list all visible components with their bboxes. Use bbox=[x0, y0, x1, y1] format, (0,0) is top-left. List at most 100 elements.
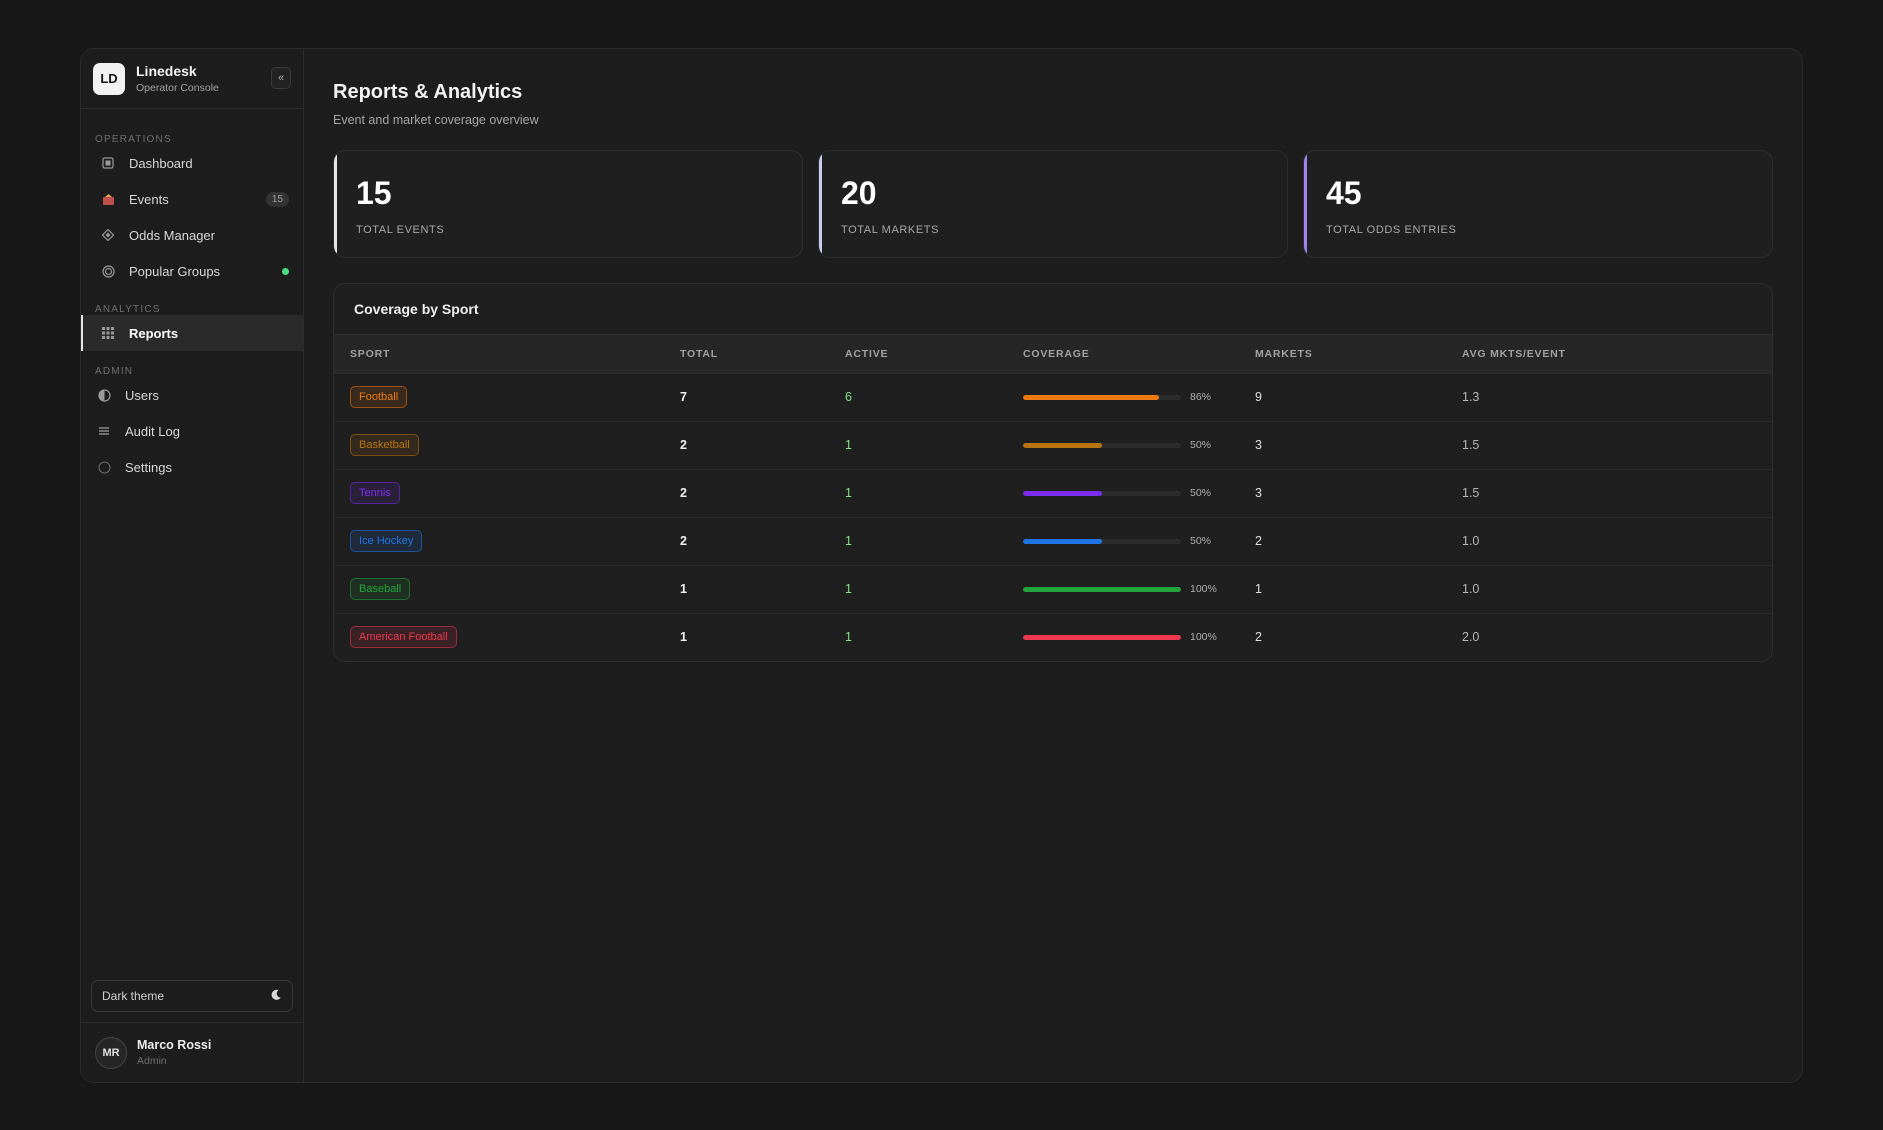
coverage-bar-fill bbox=[1023, 538, 1102, 544]
stat-value: 45 bbox=[1326, 175, 1362, 211]
sport-cell: Basketball bbox=[334, 421, 664, 469]
app-window: LD Linedesk Operator Console « OPERATION… bbox=[80, 48, 1803, 1083]
sidebar-item-label: Events bbox=[129, 191, 169, 207]
column-header-total[interactable]: TOTAL bbox=[680, 347, 719, 360]
stat-card-total-odds-entries: 45 TOTAL ODDS ENTRIES bbox=[1303, 150, 1773, 258]
table-header-row: SPORT TOTAL ACTIVE COVERAGE MARKETS AVG … bbox=[334, 335, 1772, 373]
reports-icon bbox=[101, 326, 115, 340]
coverage-title: Coverage by Sport bbox=[334, 284, 1772, 335]
avg-mkts-cell: 1.0 bbox=[1462, 534, 1480, 548]
coverage-by-sport-card: Coverage by Sport SPORT TOTAL ACTIVE COV… bbox=[333, 283, 1773, 662]
markets-cell: 1 bbox=[1255, 582, 1262, 596]
column-header-markets[interactable]: MARKETS bbox=[1255, 347, 1313, 360]
coverage-cell: 50% bbox=[1007, 517, 1239, 565]
sidebar-item-events[interactable]: Events 15 bbox=[81, 181, 303, 217]
groups-icon bbox=[101, 264, 115, 278]
stat-value: 20 bbox=[841, 175, 877, 211]
coverage-table: SPORT TOTAL ACTIVE COVERAGE MARKETS AVG … bbox=[334, 335, 1772, 661]
sidebar-item-label: Audit Log bbox=[125, 423, 180, 439]
avg-mkts-cell: 1.5 bbox=[1462, 486, 1480, 500]
collapse-sidebar-button[interactable]: « bbox=[271, 67, 291, 89]
markets-cell: 2 bbox=[1255, 630, 1262, 645]
total-cell: 1 bbox=[680, 582, 687, 596]
avg-mkts-cell: 2.0 bbox=[1462, 630, 1480, 645]
main-content: Reports & Analytics Event and market cov… bbox=[304, 49, 1802, 1082]
coverage-percent: 50% bbox=[1190, 535, 1212, 547]
stat-label: TOTAL MARKETS bbox=[841, 224, 940, 236]
sport-badge[interactable]: Basketball bbox=[350, 434, 419, 456]
table-row[interactable]: Basketball 2 1 50% 3 1.5 bbox=[334, 421, 1772, 469]
audit-log-icon bbox=[97, 424, 111, 438]
user-name: Marco Rossi bbox=[137, 1038, 212, 1052]
active-cell: 1 bbox=[845, 438, 852, 452]
total-cell: 2 bbox=[680, 438, 687, 452]
page-subtitle: Event and market coverage overview bbox=[333, 113, 539, 127]
brand-logo: LD bbox=[93, 62, 125, 95]
sidebar-item-users[interactable]: Users bbox=[81, 377, 303, 413]
sidebar-item-dashboard[interactable]: Dashboard bbox=[81, 145, 303, 181]
brand: LD Linedesk Operator Console « bbox=[81, 49, 303, 109]
table-row[interactable]: Ice Hockey 2 1 50% 2 1.0 bbox=[334, 517, 1772, 565]
sport-badge[interactable]: Baseball bbox=[350, 578, 411, 600]
total-cell: 7 bbox=[680, 390, 687, 404]
brand-subtitle: Operator Console bbox=[136, 82, 219, 94]
sidebar-item-label: Users bbox=[125, 387, 159, 403]
table-row[interactable]: Baseball 1 1 100% 1 1.0 bbox=[334, 565, 1772, 613]
coverage-table-body: Football 7 6 86% 9 1.3 Basketball 2 1 50% 3 1.5 Tenn… bbox=[334, 373, 1772, 661]
avatar: MR bbox=[95, 1036, 127, 1069]
moon-icon bbox=[270, 989, 282, 1004]
theme-toggle[interactable]: Dark theme bbox=[91, 980, 293, 1012]
coverage-cell: 86% bbox=[1007, 373, 1239, 421]
status-online-dot bbox=[282, 267, 289, 275]
coverage-percent: 50% bbox=[1190, 439, 1212, 451]
coverage-bar bbox=[1023, 394, 1181, 400]
active-cell: 1 bbox=[845, 630, 852, 645]
table-row[interactable]: Tennis 2 1 50% 3 1.5 bbox=[334, 469, 1772, 517]
section-label-analytics: ANALYTICS bbox=[95, 304, 161, 315]
events-count-badge: 15 bbox=[265, 191, 289, 207]
sport-badge[interactable]: Ice Hockey bbox=[350, 530, 423, 552]
stats-row: 15 TOTAL EVENTS 20 TOTAL MARKETS 45 TOTA… bbox=[333, 150, 1773, 258]
stat-value: 15 bbox=[356, 175, 392, 211]
sidebar-item-settings[interactable]: Settings bbox=[81, 449, 303, 485]
brand-name: Linedesk bbox=[136, 63, 197, 79]
avg-mkts-cell: 1.5 bbox=[1462, 438, 1480, 452]
dashboard-icon bbox=[101, 156, 115, 170]
column-header-active[interactable]: ACTIVE bbox=[845, 347, 889, 360]
column-header-sport[interactable]: SPORT bbox=[350, 347, 391, 360]
coverage-bar bbox=[1023, 442, 1181, 448]
sidebar-item-odds-manager[interactable]: Odds Manager bbox=[81, 217, 303, 253]
column-header-coverage[interactable]: COVERAGE bbox=[1023, 347, 1090, 360]
coverage-bar bbox=[1023, 586, 1181, 592]
active-cell: 1 bbox=[845, 534, 852, 548]
section-label-admin: ADMIN bbox=[95, 366, 134, 377]
sidebar-item-reports[interactable]: Reports bbox=[81, 315, 303, 351]
sidebar-item-label: Popular Groups bbox=[129, 263, 221, 279]
coverage-bar bbox=[1023, 634, 1181, 640]
coverage-bar-fill bbox=[1023, 634, 1181, 640]
sidebar-item-label: Settings bbox=[125, 459, 172, 475]
table-row[interactable]: American Football 1 1 100% 2 2.0 bbox=[334, 613, 1772, 661]
coverage-bar bbox=[1023, 490, 1181, 496]
sport-badge[interactable]: Tennis bbox=[350, 482, 400, 504]
table-row[interactable]: Football 7 6 86% 9 1.3 bbox=[334, 373, 1772, 421]
sport-cell: Ice Hockey bbox=[334, 517, 664, 565]
user-profile[interactable]: MR Marco Rossi Admin bbox=[81, 1022, 303, 1082]
sport-badge[interactable]: Football bbox=[350, 386, 408, 408]
sidebar-item-label: Reports bbox=[129, 325, 179, 341]
sidebar-item-popular-groups[interactable]: Popular Groups bbox=[81, 253, 303, 289]
column-header-avg-mkts-event[interactable]: AVG MKTS/EVENT bbox=[1462, 347, 1566, 360]
sport-cell: Baseball bbox=[334, 565, 664, 613]
total-cell: 2 bbox=[680, 534, 687, 548]
coverage-bar-fill bbox=[1023, 586, 1181, 592]
odds-icon bbox=[101, 228, 115, 242]
stat-card-total-markets: 20 TOTAL MARKETS bbox=[818, 150, 1288, 258]
user-role: Admin bbox=[137, 1055, 167, 1067]
markets-cell: 3 bbox=[1255, 486, 1262, 500]
total-cell: 1 bbox=[680, 630, 687, 645]
coverage-bar-fill bbox=[1023, 394, 1159, 400]
sport-badge[interactable]: American Football bbox=[350, 626, 457, 649]
avg-mkts-cell: 1.3 bbox=[1462, 390, 1480, 404]
coverage-percent: 50% bbox=[1190, 487, 1212, 499]
sidebar-item-audit-log[interactable]: Audit Log bbox=[81, 413, 303, 449]
